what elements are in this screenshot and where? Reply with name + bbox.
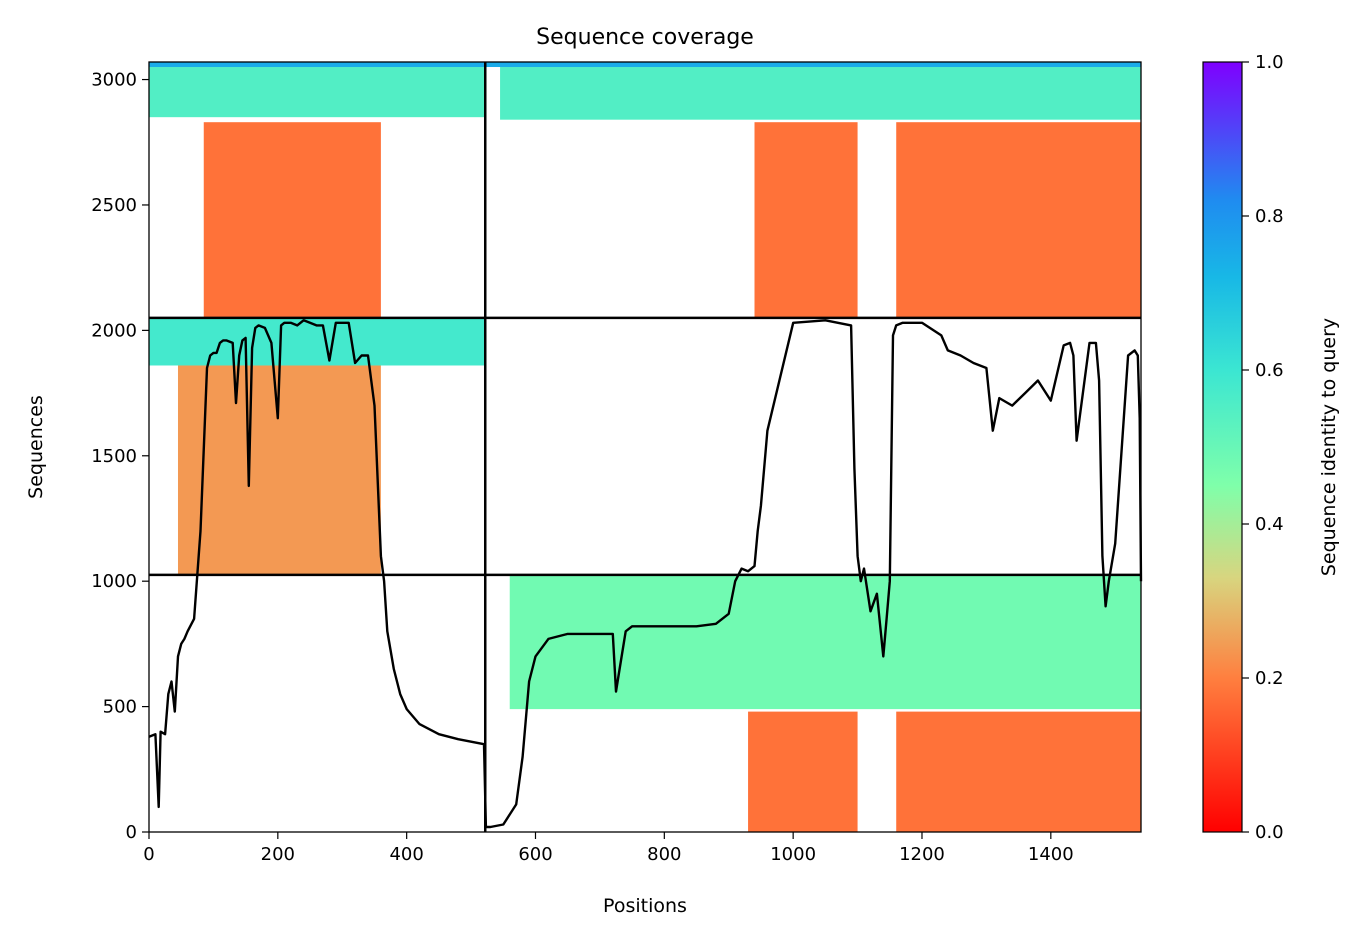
x-tick-label: 1200 xyxy=(899,844,945,865)
y-axis: 0 500 1000 1500 2000 2500 3000 xyxy=(91,70,149,843)
colorbar-tick-label: 0.8 xyxy=(1255,206,1284,227)
coverage-line xyxy=(148,319,1143,829)
y-tick-label: 3000 xyxy=(91,70,137,91)
x-tick-label: 1000 xyxy=(770,844,816,865)
x-tick-label: 0 xyxy=(143,844,154,865)
coverage-heat-cell xyxy=(149,67,486,118)
colorbar-tick-label: 1.0 xyxy=(1255,52,1284,73)
coverage-heat-cell xyxy=(509,574,1141,710)
y-tick-label: 2000 xyxy=(91,320,137,341)
x-tick-label: 800 xyxy=(647,844,681,865)
y-tick-label: 2500 xyxy=(91,195,137,216)
colorbar-label: Sequence identity to query xyxy=(1318,318,1340,576)
y-tick-label: 1000 xyxy=(91,571,137,592)
x-axis: 0 200 400 600 800 1000 1200 1400 xyxy=(143,832,1074,865)
colorbar-tick-label: 0.6 xyxy=(1255,360,1284,381)
coverage-heat-cell xyxy=(485,62,1141,68)
coverage-heat-cell xyxy=(896,122,1141,318)
colorbar-tick-label: 0.4 xyxy=(1255,514,1284,535)
y-tick-label: 0 xyxy=(126,822,137,843)
chart-title: Sequence coverage xyxy=(536,25,754,50)
colorbar-tick-label: 0.0 xyxy=(1255,822,1284,843)
coverage-heat-cell xyxy=(754,122,858,318)
x-tick-label: 200 xyxy=(261,844,295,865)
colorbar-gradient xyxy=(1202,61,1243,833)
coverage-heat-cell xyxy=(500,67,1141,120)
x-tick-label: 1400 xyxy=(1028,844,1074,865)
x-tick-label: 400 xyxy=(389,844,423,865)
y-tick-label: 500 xyxy=(103,697,137,718)
coverage-heat-cell xyxy=(896,711,1141,832)
x-axis-label: Positions xyxy=(603,895,687,917)
plot-area xyxy=(148,61,1143,833)
colorbar-tick-label: 0.2 xyxy=(1255,668,1284,689)
y-tick-label: 1500 xyxy=(91,446,137,467)
coverage-heat-cell xyxy=(203,122,381,318)
colorbar: 0.0 0.2 0.4 0.6 0.8 1.0 xyxy=(1202,52,1284,843)
coverage-heat-cell xyxy=(149,62,486,68)
coverage-heat-cell xyxy=(748,711,858,832)
plot-frame xyxy=(148,61,1142,833)
y-axis-label: Sequences xyxy=(25,395,47,499)
x-tick-label: 600 xyxy=(518,844,552,865)
